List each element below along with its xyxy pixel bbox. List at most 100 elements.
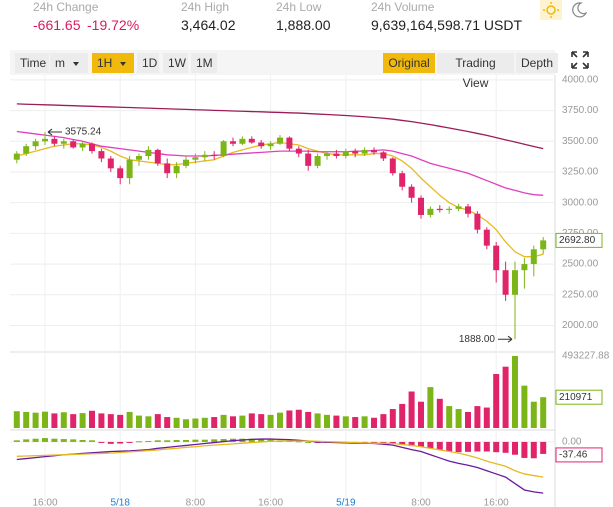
- macd-line: [16, 438, 544, 494]
- candle-body: [117, 168, 124, 179]
- macd-line: [16, 440, 544, 478]
- macd-bar: [521, 441, 528, 458]
- macd-bar: [13, 440, 20, 442]
- candle-body: [164, 163, 171, 174]
- candle-body: [493, 245, 500, 271]
- last-price-box: [555, 232, 603, 248]
- toolbar-button[interactable]: 1D: [137, 53, 159, 73]
- volume-bar: [399, 403, 406, 428]
- candle-body: [239, 138, 246, 144]
- candle-body: [42, 138, 48, 142]
- macd-bar: [530, 441, 537, 459]
- candle-body: [380, 152, 387, 159]
- candle-body: [455, 206, 462, 209]
- volume-bar: [530, 401, 537, 428]
- volume-bar: [352, 417, 359, 428]
- candle-body: [305, 153, 312, 166]
- candle-body: [465, 206, 471, 214]
- macd-bar: [474, 441, 481, 452]
- button-label: m: [55, 56, 65, 70]
- volume-bar: [248, 413, 255, 428]
- volume-bar: [418, 401, 424, 428]
- volume-bar: [126, 411, 133, 428]
- light-theme-button[interactable]: [540, 0, 562, 20]
- volume-bar: [540, 397, 547, 428]
- macd-bar: [295, 441, 302, 443]
- y-tick-label: 3750.00: [562, 105, 599, 116]
- macd-bar: [164, 440, 171, 442]
- volume-bar: [333, 415, 340, 428]
- macd-bar: [107, 441, 114, 444]
- toolbar-button[interactable]: 1M: [191, 53, 217, 73]
- candle-body: [408, 186, 415, 198]
- candle-body: [521, 264, 528, 271]
- fullscreen-icon[interactable]: [571, 51, 589, 69]
- volume-bar: [361, 416, 368, 428]
- y-tick-label: 2500.00: [562, 259, 599, 270]
- volume-bar: [324, 414, 330, 428]
- candle-body: [136, 156, 142, 160]
- candle-body: [23, 146, 30, 154]
- macd-bar: [220, 439, 227, 442]
- macd-bar: [399, 441, 406, 445]
- candle-body: [436, 208, 443, 211]
- macd-bar: [258, 439, 265, 442]
- volume-bar: [183, 419, 189, 428]
- y-tick-label: 4000.00: [562, 75, 599, 86]
- volume-bar: [23, 411, 30, 428]
- volume-bar: [98, 413, 105, 428]
- toolbar-button[interactable]: 1H: [92, 53, 134, 73]
- candle-body: [530, 249, 537, 265]
- toolbar-button[interactable]: Time: [15, 53, 49, 73]
- macd-bar: [145, 440, 152, 442]
- toolbar-button[interactable]: m: [50, 53, 88, 73]
- toolbar-button[interactable]: 1W: [163, 53, 188, 73]
- x-tick-label: 16:00: [258, 498, 283, 507]
- volume-bar: [314, 413, 321, 428]
- candle-body: [399, 173, 406, 187]
- macd-bar: [436, 441, 443, 450]
- candle-body: [361, 149, 368, 154]
- button-label: 1M: [196, 56, 213, 70]
- macd-bar: [540, 441, 547, 454]
- moving-average: [16, 130, 544, 196]
- volume-bar: [220, 414, 227, 428]
- dropdown-arrow: [73, 61, 79, 66]
- toolbar-button[interactable]: Trading View: [437, 53, 514, 90]
- candle-body: [211, 154, 218, 157]
- toolbar-button[interactable]: Original: [383, 53, 435, 73]
- macd-bar: [89, 440, 95, 442]
- toolbar-button[interactable]: Depth: [516, 53, 558, 73]
- dark-theme-button[interactable]: [568, 0, 590, 20]
- x-tick-label: 8:00: [186, 498, 206, 507]
- candle-body: [502, 270, 509, 295]
- candle-body: [314, 156, 321, 166]
- volume-bar: [211, 417, 218, 428]
- candle-body: [107, 158, 114, 169]
- volume-bar: [192, 418, 199, 428]
- volume-bar: [408, 391, 415, 428]
- y-tick-label: 3000.00: [562, 197, 599, 208]
- candle-body: [474, 213, 481, 230]
- macd-bar: [79, 440, 86, 442]
- macd-bar: [465, 441, 471, 452]
- stat-label: 24h Low: [276, 0, 322, 14]
- macd-bar: [427, 441, 434, 449]
- y-tick-label: 2000.00: [562, 320, 599, 331]
- moving-average: [16, 103, 544, 150]
- macd-bar: [380, 441, 387, 443]
- button-label: Time: [20, 56, 47, 70]
- volume-bar: [70, 414, 77, 428]
- y-tick-label: 493227.88: [562, 351, 610, 362]
- macd-bar: [32, 438, 39, 442]
- button-label: 1H: [97, 56, 113, 70]
- moon-icon: [572, 2, 588, 18]
- volume-bar: [32, 412, 39, 428]
- candle-body: [418, 197, 424, 215]
- volume-bar: [89, 410, 95, 428]
- volume-bar: [258, 414, 265, 428]
- candle-body: [220, 141, 227, 157]
- macd-value-box: [555, 447, 603, 463]
- macd-bar: [126, 441, 133, 443]
